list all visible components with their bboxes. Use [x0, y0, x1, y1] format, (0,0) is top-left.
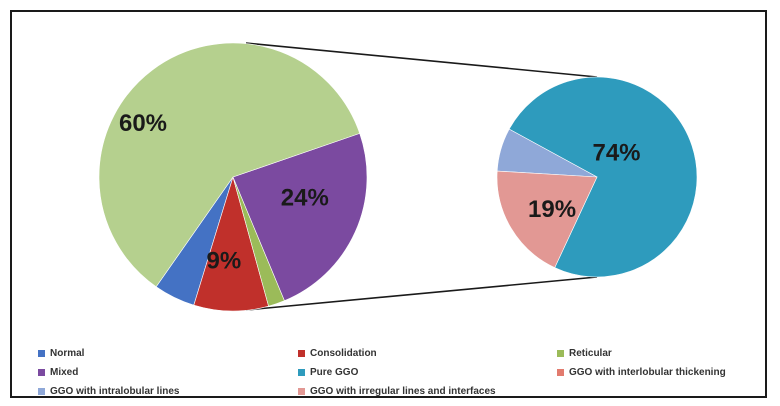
legend-swatch-ggo-irregular [298, 388, 305, 395]
legend-item-reticular: Reticular [557, 348, 612, 359]
legend-label-pure-ggo: Pure GGO [310, 367, 359, 378]
legend-label-consolidation: Consolidation [310, 348, 377, 359]
legend-swatch-ggo-interlobular [557, 369, 564, 376]
pie-0-slice-mixed [232, 132, 368, 302]
pie-0-slice-ggo [98, 42, 361, 288]
legend-item-consolidation: Consolidation [298, 348, 377, 359]
pie-1-label-pure-ggo: 74% [592, 140, 640, 167]
pie-1-label-ggo-with-irregular-lines-and-interfaces: 19% [528, 196, 576, 223]
legend-item-pure-ggo: Pure GGO [298, 367, 358, 378]
pie-connector-lines [245, 42, 598, 311]
pie-1-slice-ggo-with-irregular-lines-and-interfaces [496, 170, 598, 269]
legend-swatch-reticular [557, 350, 564, 357]
legend-swatch-pure-ggo [298, 369, 305, 376]
legend-item-ggo-interlobular: GGO with interlobular thickening [557, 367, 726, 378]
connector-line-top [245, 42, 598, 78]
pie-0-label-mixed: 24% [281, 184, 329, 211]
connector-line-bottom [245, 276, 598, 311]
legend-label-ggo-interlobular: GGO with interlobular thickening [569, 367, 726, 378]
legend-item-ggo-irregular: GGO with irregular lines and interfaces [298, 386, 496, 397]
legend-label-mixed: Mixed [50, 367, 79, 378]
legend-swatch-normal [38, 350, 45, 357]
pie-0-label-consolidation: 9% [206, 247, 241, 274]
legend-item-mixed: Mixed [38, 367, 78, 378]
pie-1: 74% 19% [496, 76, 698, 278]
pie-0-label-ggo: 60% [119, 110, 167, 137]
legend-item-ggo-intralobular: GGO with intralobular lines [38, 386, 179, 397]
legend-swatch-ggo-intralobular [38, 388, 45, 395]
pie-1-slice-pure-ggo [508, 76, 698, 278]
legend-swatch-consolidation [298, 350, 305, 357]
legend-swatch-mixed [38, 369, 45, 376]
legend-label-reticular: Reticular [569, 348, 612, 359]
legend-label-normal: Normal [50, 348, 85, 359]
pie-0: 9% 24% 60% [98, 42, 368, 312]
legend-label-ggo-irregular: GGO with irregular lines and interfaces [310, 386, 496, 397]
legend-label-ggo-intralobular: GGO with intralobular lines [50, 386, 180, 397]
legend-item-normal: Normal [38, 348, 84, 359]
